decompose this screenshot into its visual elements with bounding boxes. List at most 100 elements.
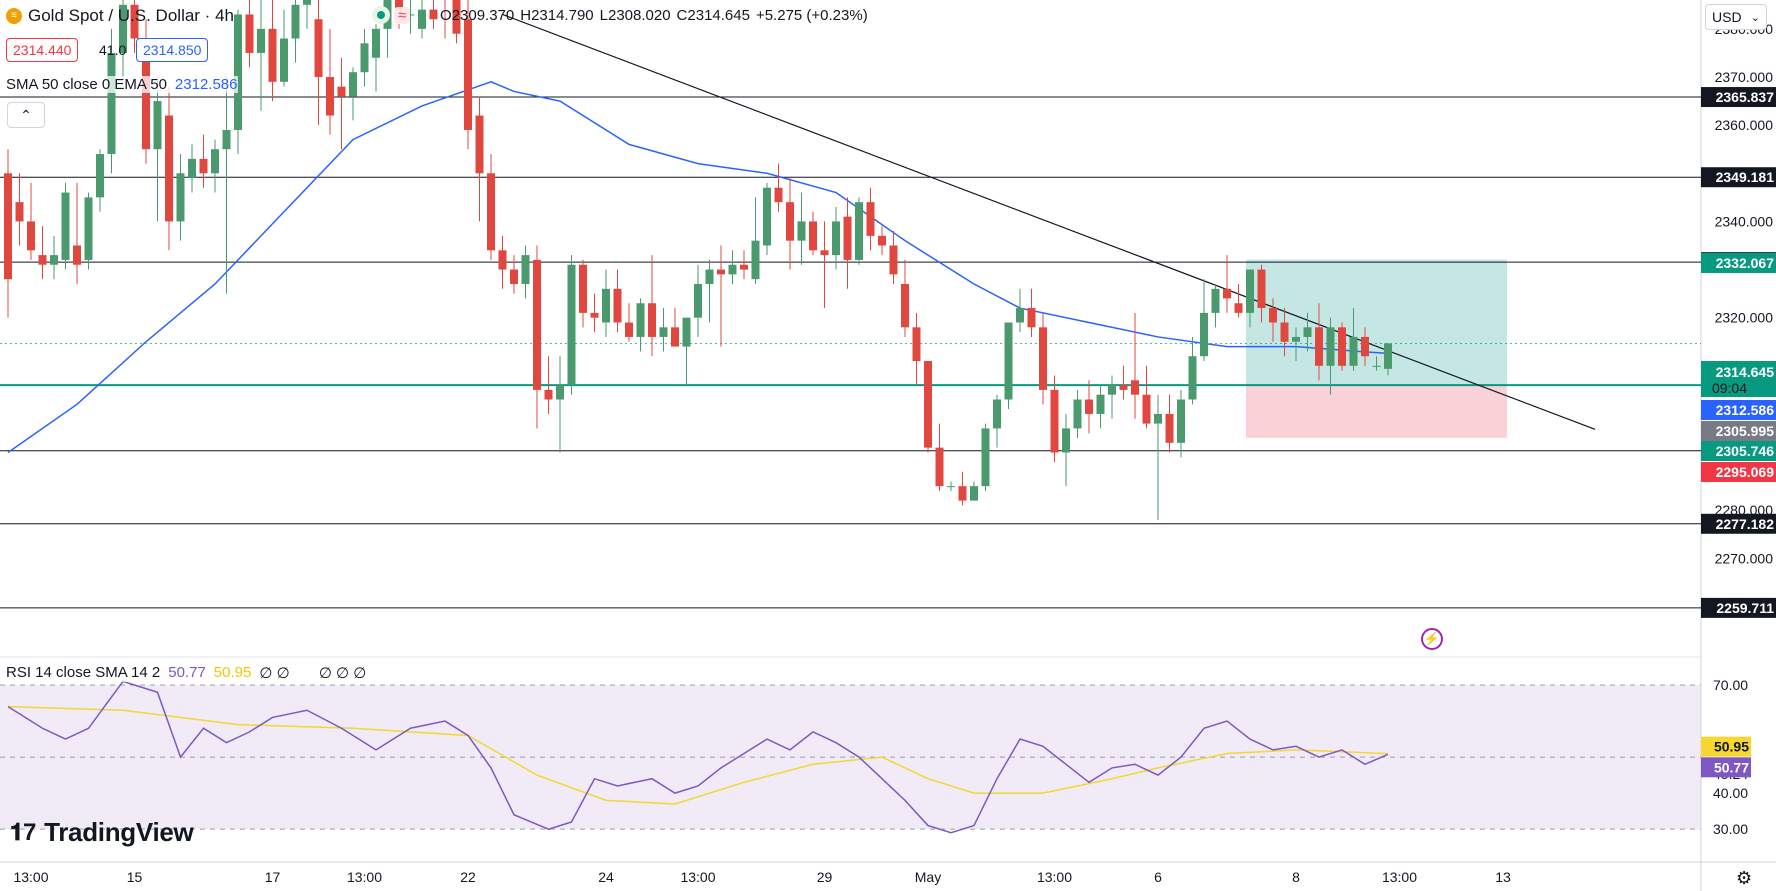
candle <box>694 264 702 337</box>
candle <box>349 67 357 121</box>
candle-body <box>337 86 346 97</box>
candle-body <box>314 19 323 78</box>
candle <box>613 269 622 333</box>
candle-body <box>809 221 817 251</box>
candle-body <box>740 264 748 270</box>
candle <box>1142 365 1151 429</box>
horizontal-levels <box>0 96 1701 609</box>
candle-body <box>84 197 93 260</box>
level-tag-text: 2259.711 <box>1716 600 1774 616</box>
level-tag-bg <box>1701 167 1776 188</box>
candle-body <box>1349 336 1358 366</box>
level-tag-bg <box>1701 87 1776 108</box>
candle <box>464 0 472 150</box>
candle <box>38 226 47 280</box>
price-tag-gray[interactable]: 2305.995 <box>1701 421 1776 441</box>
candle <box>1062 413 1070 487</box>
time-tick-label: 13 <box>1495 869 1511 885</box>
ema-line <box>7 81 1389 454</box>
price-tag-green[interactable]: 2332.067 <box>1701 253 1776 273</box>
level-tag[interactable]: 2277.182 <box>1701 513 1776 534</box>
candle <box>188 144 196 193</box>
candle-body <box>1338 327 1346 366</box>
time-tick-label: 24 <box>598 869 614 885</box>
candle <box>625 303 633 342</box>
candle-body <box>1269 308 1277 323</box>
level-tag[interactable]: 2349.181 <box>1701 167 1776 188</box>
candle <box>50 235 58 280</box>
candle-body <box>924 361 932 448</box>
descending-trendline[interactable] <box>502 13 1596 430</box>
candle-body <box>50 255 58 265</box>
candle <box>993 394 1001 448</box>
candle <box>556 356 564 453</box>
price-axis[interactable]: 2380.0002370.0002360.0002340.0002320.000… <box>1701 21 1776 837</box>
price-tag-blue[interactable]: 2312.586 <box>1701 400 1776 420</box>
sell-price-button[interactable]: 2314.440 <box>6 38 79 62</box>
candle-body <box>188 158 196 179</box>
currency-selector[interactable]: USD ⌄ <box>1705 4 1767 30</box>
settings-gear-icon[interactable]: ⚙ <box>1736 868 1753 888</box>
ema-50-line <box>7 81 1389 454</box>
ema-indicator-legend[interactable]: SMA 50 close 0 EMA 50 2312.586 <box>6 76 238 93</box>
candle-body <box>901 283 909 328</box>
price-tag-green[interactable]: 2305.746 <box>1701 441 1776 461</box>
candle <box>970 481 978 501</box>
candle-body <box>372 28 380 58</box>
candle <box>533 245 541 429</box>
candle <box>452 0 461 44</box>
candle <box>763 182 771 256</box>
tradingview-logo[interactable]: 𝟏7 TradingView <box>10 817 194 848</box>
rsi-extra-values: ∅ ∅ ∅ ∅ ∅ <box>259 665 367 682</box>
time-tick-label: 15 <box>127 869 143 885</box>
candle-body <box>1246 269 1254 313</box>
candle <box>1361 327 1369 366</box>
candle-body <box>832 221 840 256</box>
market-open-icon <box>372 6 390 24</box>
candle <box>682 317 691 386</box>
level-tag[interactable]: 2259.711 <box>1701 597 1776 618</box>
price-tag-gray-bg <box>1701 421 1776 441</box>
candle-body <box>475 115 484 174</box>
price-tick-label: 2340.000 <box>1715 213 1774 229</box>
candle-body <box>257 28 265 53</box>
candle-body <box>464 19 472 130</box>
trendline[interactable] <box>502 13 1596 430</box>
collapse-legend-button[interactable]: ⌃ <box>7 102 45 128</box>
long-position-tool[interactable] <box>1246 259 1507 438</box>
rsi-sma-tag[interactable]: 50.95 <box>1701 736 1751 757</box>
rsi-sma-value: 50.95 <box>213 664 252 681</box>
candle-body <box>1004 322 1013 400</box>
candle <box>84 192 93 270</box>
time-axis[interactable]: 13:00 15 17 13:00 22 24 13:00 29 May 13:00 6 8 13:00… <box>13 869 1511 885</box>
price-tag-blue-bg <box>1701 400 1776 420</box>
candle <box>774 163 783 212</box>
status-icons[interactable]: ≈ <box>372 6 411 24</box>
candle-body <box>521 255 530 284</box>
candle-body <box>1039 327 1047 390</box>
rsi-indicator-legend[interactable]: RSI 14 close SMA 14 2 50.77 50.95 ∅ ∅ ∅ … <box>6 664 367 682</box>
lightning-icon[interactable]: ⚡ <box>1421 628 1443 650</box>
candle-body <box>1257 269 1266 309</box>
candle <box>1315 303 1323 381</box>
candle <box>636 298 645 352</box>
candle <box>1211 283 1220 328</box>
candle <box>786 178 794 270</box>
candle-body <box>763 187 771 246</box>
candle-body <box>1142 394 1151 424</box>
price-tag-red[interactable]: 2295.069 <box>1701 462 1776 482</box>
candle-body <box>1384 343 1392 369</box>
stop-loss-zone[interactable] <box>1246 386 1507 438</box>
price-tag-green-text: 2332.067 <box>1716 255 1775 271</box>
candle <box>809 211 817 256</box>
candle <box>1073 389 1082 439</box>
buy-price-button[interactable]: 2314.850 <box>136 38 209 62</box>
rsi-value-tag[interactable]: 50.77 <box>1701 757 1751 778</box>
candle <box>717 245 725 347</box>
level-tag[interactable]: 2365.837 <box>1701 87 1776 108</box>
candle <box>4 149 12 318</box>
symbol-header[interactable]: ≡ Gold Spot / U.S. Dollar · 4h <box>6 6 234 26</box>
candle <box>866 187 875 251</box>
